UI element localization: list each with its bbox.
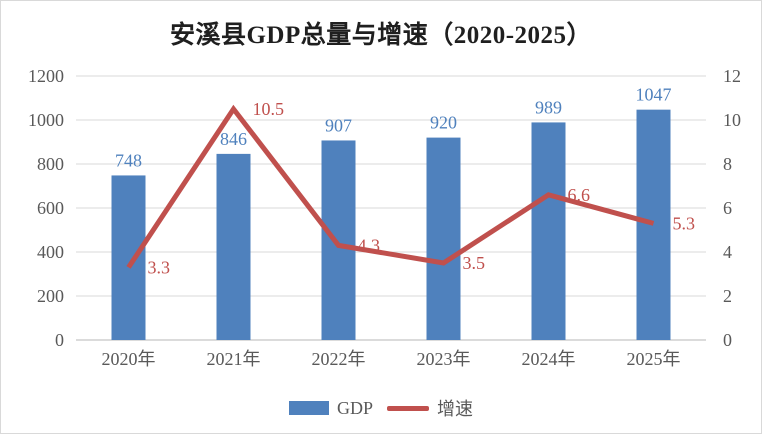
right-axis-tick-label: 2 bbox=[723, 286, 732, 306]
gdp-bar bbox=[321, 140, 356, 340]
chart-plot-area: 0 200 400 600 800 1000 1200 0 2 4 6 8 10 12 2020年 2021年… bbox=[28, 66, 741, 369]
gdp-bar bbox=[636, 109, 671, 340]
x-axis-category-label: 2025年 bbox=[627, 349, 681, 369]
x-axis-category-label: 2020年 bbox=[102, 349, 156, 369]
growth-value-label: 3.5 bbox=[463, 253, 486, 273]
right-axis-tick-label: 8 bbox=[723, 154, 732, 174]
gdp-value-label: 1047 bbox=[636, 85, 672, 105]
gdp-value-label: 989 bbox=[535, 97, 562, 117]
left-axis-tick-label: 200 bbox=[37, 286, 64, 306]
right-axis-tick-label: 6 bbox=[723, 198, 732, 218]
left-axis-tick-label: 400 bbox=[37, 242, 64, 262]
gdp-value-label: 907 bbox=[325, 115, 352, 135]
right-axis-tick-label: 12 bbox=[723, 66, 741, 86]
left-axis-tick-label: 800 bbox=[37, 154, 64, 174]
growth-value-label: 3.3 bbox=[148, 257, 171, 277]
right-axis-tick-label: 0 bbox=[723, 330, 732, 350]
growth-value-label: 6.6 bbox=[568, 185, 591, 205]
gdp-value-label: 846 bbox=[220, 129, 247, 149]
growth-value-label: 5.3 bbox=[673, 213, 696, 233]
growth-line bbox=[126, 104, 655, 269]
growth-value-label: 10.5 bbox=[253, 99, 285, 119]
chart-title: 安溪县GDP总量与增速（2020-2025） bbox=[169, 22, 593, 49]
gdp-value-label: 920 bbox=[430, 113, 457, 133]
gdp-bar bbox=[531, 122, 566, 340]
growth-value-label: 4.3 bbox=[358, 235, 381, 255]
right-axis-tick-label: 10 bbox=[723, 110, 741, 130]
gdp-value-label: 748 bbox=[115, 150, 142, 170]
gdp-bar bbox=[111, 175, 146, 340]
legend-growth-swatch bbox=[387, 405, 429, 411]
legend-gdp-swatch bbox=[288, 401, 329, 415]
legend-gdp-label: GDP bbox=[336, 397, 373, 418]
x-axis-category-label: 2023年 bbox=[417, 349, 471, 369]
left-axis-tick-label: 1200 bbox=[28, 66, 64, 86]
legend-growth-label: 增速 bbox=[437, 399, 473, 419]
gdp-bar bbox=[216, 153, 251, 340]
chart-legend: GDP 增速 bbox=[1, 397, 761, 419]
x-axis-category-label: 2021年 bbox=[207, 349, 261, 369]
x-axis-category-label: 2024年 bbox=[522, 349, 576, 369]
x-axis-category-label: 2022年 bbox=[312, 349, 366, 369]
left-axis-tick-label: 600 bbox=[37, 198, 64, 218]
left-axis-tick-label: 1000 bbox=[28, 110, 64, 130]
gdp-bar bbox=[426, 137, 461, 340]
left-axis-tick-label: 0 bbox=[55, 330, 64, 350]
right-axis-tick-label: 4 bbox=[723, 242, 732, 262]
